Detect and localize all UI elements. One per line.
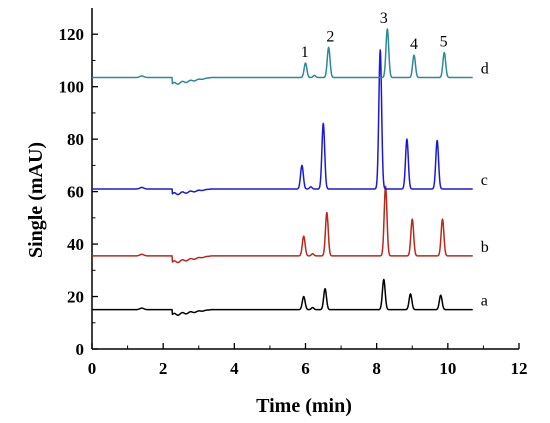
y-tick-label: 40: [67, 235, 84, 254]
x-tick-label: 8: [372, 359, 381, 378]
y-tick-label: 100: [59, 78, 85, 97]
x-tick-label: 4: [230, 359, 239, 378]
trace-label-d: d: [481, 61, 489, 78]
x-axis-title: Time (min): [256, 395, 352, 417]
trace-c: [91, 49, 474, 196]
x-tick-label: 2: [159, 359, 168, 378]
x-tick-label: 12: [511, 359, 528, 378]
trace-a: [91, 278, 474, 316]
y-tick-label: 20: [67, 288, 84, 307]
peak-label-5: 5: [440, 34, 448, 51]
trace-label-b: b: [481, 239, 489, 256]
traces: [91, 28, 474, 316]
y-tick-label: 120: [59, 25, 85, 44]
peak-label-2: 2: [326, 28, 334, 45]
x-tick-label: 0: [88, 359, 97, 378]
trace-label-c: c: [481, 172, 488, 189]
labels: a b c d 12 3 4 5: [301, 10, 489, 310]
peak-label-1: 1: [301, 44, 309, 61]
x-tick-label: 10: [439, 359, 456, 378]
peak-label-3: 3: [380, 10, 388, 27]
y-tick-label: 0: [76, 340, 85, 359]
trace-d: [91, 28, 474, 85]
trace-label-a: a: [481, 293, 488, 310]
peak-label-4: 4: [410, 36, 418, 53]
y-axis-title: Single (mAU): [25, 142, 47, 258]
trace-b: [91, 185, 474, 264]
y-tick-label: 60: [67, 183, 84, 202]
y-tick-label: 80: [67, 130, 84, 149]
x-tick-label: 6: [301, 359, 310, 378]
